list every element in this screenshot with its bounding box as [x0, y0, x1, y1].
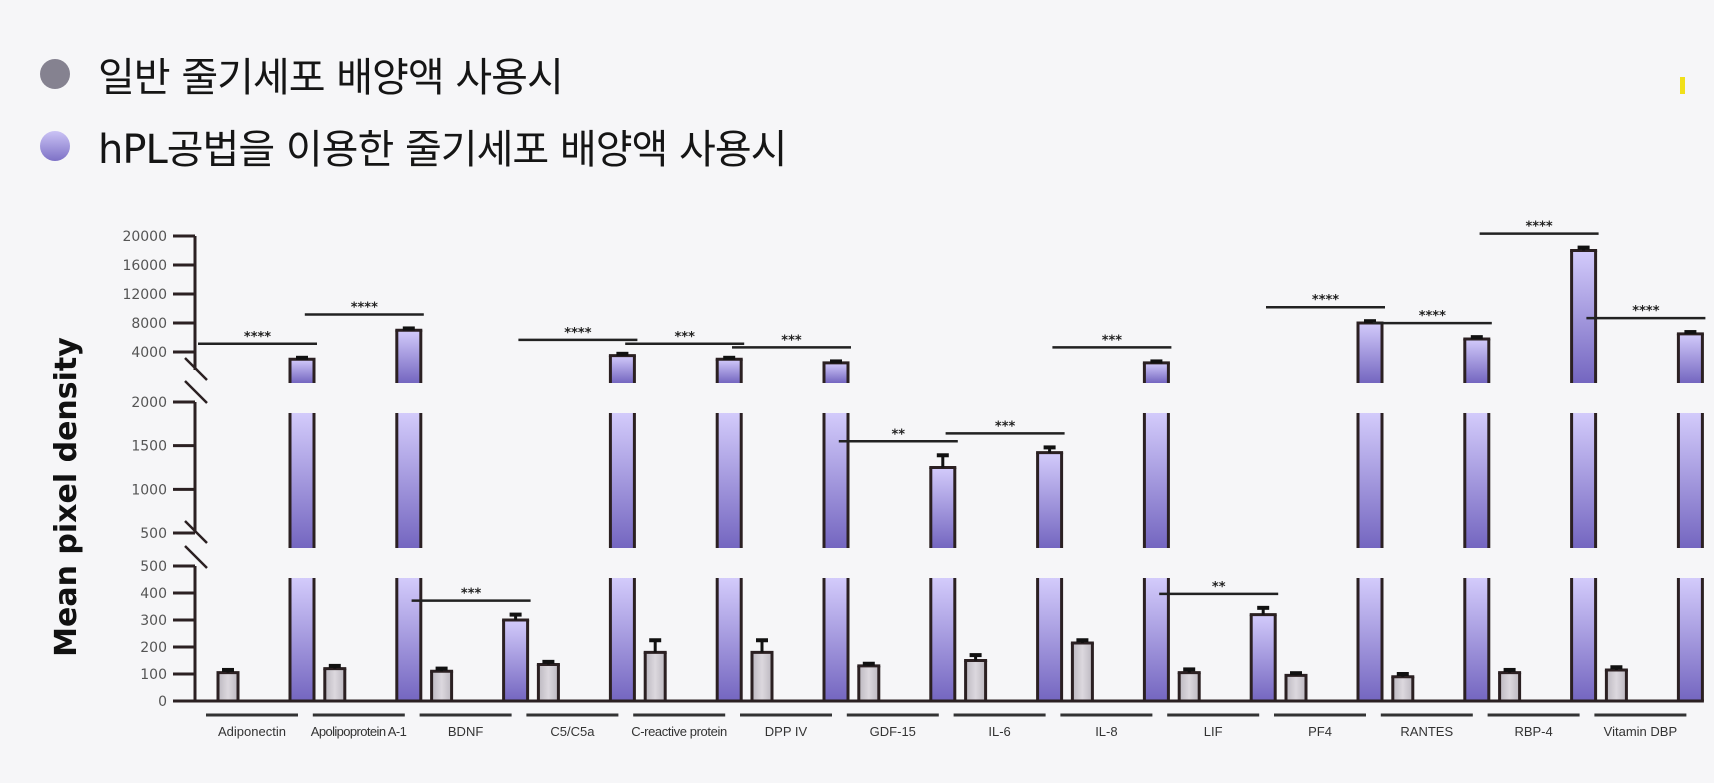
cursor-marker: [1680, 77, 1685, 94]
significance-stars: ***: [1102, 333, 1123, 348]
x-category-label: RANTES: [1400, 724, 1453, 739]
bars: *************** *** **********************…: [198, 220, 1706, 703]
y-axis: 0 100 200 300 400 500 500 1000 1500 2000 4000 8000 1…: [122, 229, 1678, 710]
significance-stars: ****: [1525, 220, 1552, 235]
y-tick-label: 200: [140, 640, 167, 656]
significance-stars: ***: [674, 330, 695, 345]
x-category-label: PF4: [1308, 724, 1332, 739]
significance-stars: ***: [781, 333, 802, 348]
y-tick-label: 20000: [122, 229, 167, 245]
y-axis-title: Mean pixel density: [49, 337, 84, 657]
y-tick-label: 0: [158, 694, 167, 710]
y-tick-label: 2000: [131, 395, 167, 411]
y-tick-label: 1500: [131, 439, 167, 455]
y-tick-label: 500: [140, 526, 167, 542]
x-category-label: BDNF: [448, 724, 483, 739]
legend-item-hpl: hPL공법을 이용한 줄기세포 배양액 사용시: [40, 110, 787, 182]
significance-stars: **: [891, 427, 905, 442]
y-tick-label: 16000: [122, 258, 167, 274]
significance-stars: ****: [244, 330, 271, 345]
x-category-label: Vitamin DBP: [1604, 724, 1677, 739]
legend-dot-hpl-icon: [40, 131, 70, 161]
y-tick-label: 1000: [131, 482, 167, 498]
legend-label-control: 일반 줄기세포 배양액 사용시: [98, 55, 564, 101]
x-category-label: LIF: [1204, 724, 1223, 739]
x-category-label: IL-8: [1095, 724, 1117, 739]
y-tick-label: 8000: [131, 316, 167, 332]
significance-stars: ****: [564, 326, 591, 341]
y-tick-label: 4000: [131, 345, 167, 361]
x-category-label: IL-6: [988, 724, 1010, 739]
y-tick-label: 100: [140, 667, 167, 683]
x-category-label: DPP IV: [765, 724, 808, 739]
x-category-label: Apolipoprotein A-1: [311, 724, 407, 739]
legend-dot-control-icon: [40, 59, 70, 89]
x-axis-labels: Adiponectin Apolipoprotein A-1 BDNF C5/C5a C…: [206, 713, 1687, 739]
significance-stars: ***: [995, 419, 1016, 434]
y-tick-label: 400: [140, 586, 167, 602]
significance-stars: ***: [461, 587, 482, 602]
significance-stars: ****: [1419, 309, 1446, 324]
y-tick-label: 300: [140, 613, 167, 629]
y-tick-label: 12000: [122, 287, 167, 303]
x-category-label: C-reactive protein: [631, 724, 727, 739]
legend-label-hpl: hPL공법을 이용한 줄기세포 배양액 사용시: [98, 127, 787, 173]
x-category-label: C5/C5a: [550, 724, 595, 739]
significance-stars: ****: [1312, 293, 1339, 308]
significance-stars: ****: [351, 300, 378, 315]
y-tick-label: 500: [140, 559, 167, 575]
chart-legend: 일반 줄기세포 배양액 사용시 hPL공법을 이용한 줄기세포 배양액 사용시: [40, 38, 787, 182]
significance-stars: **: [1212, 580, 1226, 595]
y-axis-label: Mean pixel density: [49, 337, 84, 657]
legend-item-control: 일반 줄기세포 배양액 사용시: [40, 38, 786, 110]
x-category-label: Adiponectin: [218, 724, 286, 739]
x-category-label: GDF-15: [870, 724, 916, 739]
significance-stars: ****: [1632, 304, 1659, 319]
x-category-label: RBP-4: [1514, 724, 1552, 739]
